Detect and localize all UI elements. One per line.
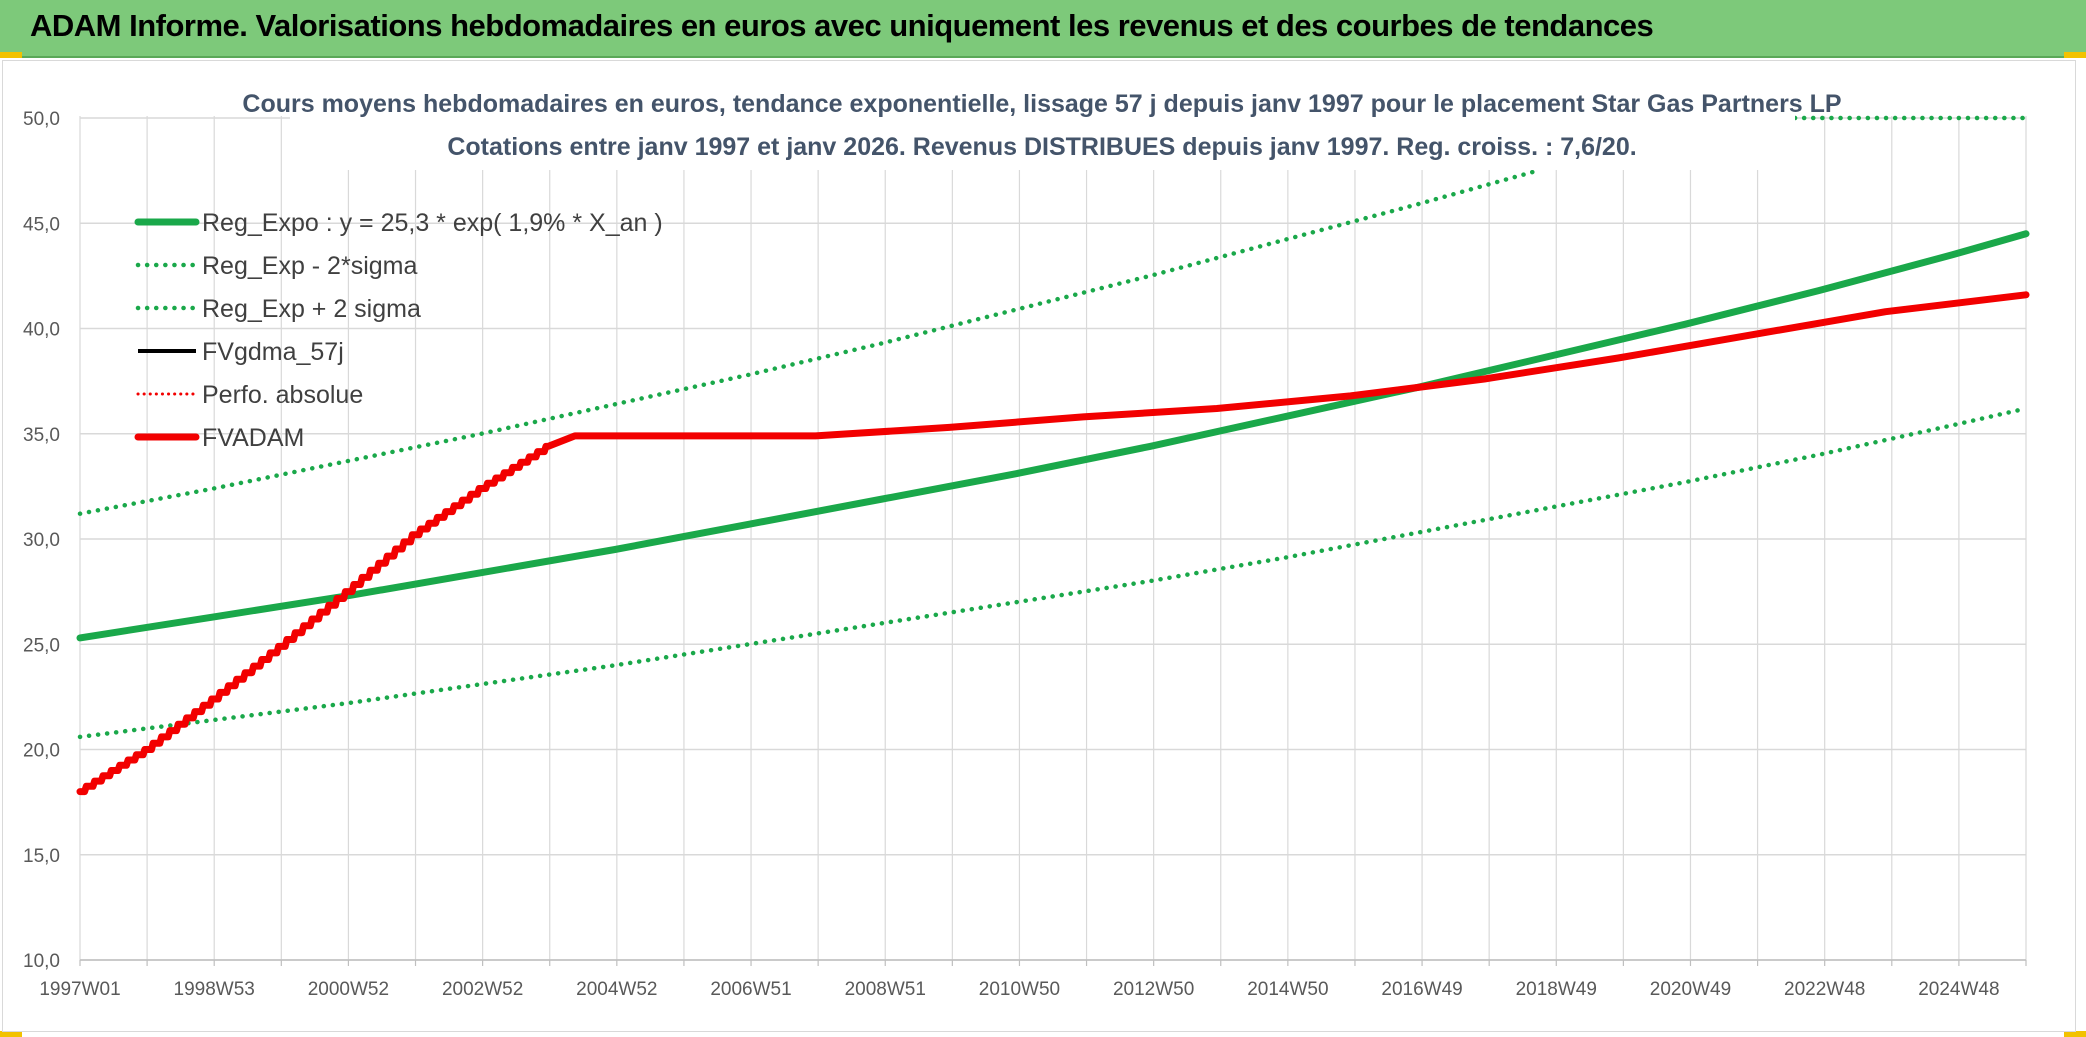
- x-tick-label: 2016W49: [1381, 979, 1462, 1000]
- corner-marker-top-left: [0, 52, 22, 58]
- series-line-solid-green: [76, 230, 2030, 642]
- chart-area: [2, 60, 2076, 1032]
- x-tick-label: 2020W49: [1650, 979, 1731, 1000]
- corner-marker-top-right: [2064, 52, 2086, 58]
- x-tick-label: 2012W50: [1113, 979, 1194, 1000]
- legend-label: FVADAM: [202, 424, 304, 452]
- series-line-dotted-green: [77, 168, 1541, 516]
- x-axis: 1997W01 1998W53 2000W52 2002W52 2004W52 2006W…: [39, 959, 2027, 1000]
- x-tick-label: 2018W49: [1516, 979, 1597, 1000]
- x-tick-label: 2000W52: [308, 979, 389, 1000]
- x-tick-label: 2002W52: [442, 979, 523, 1000]
- y-tick-label: 15,0: [23, 846, 60, 867]
- x-tick-label: 1997W01: [39, 979, 120, 1000]
- series-line-dotted-green: [77, 406, 2029, 740]
- y-tick-label: 40,0: [23, 320, 60, 341]
- y-tick-label: 35,0: [23, 425, 60, 446]
- x-tick-label: 2024W48: [1918, 979, 1999, 1000]
- y-axis: 10,0 15,0 20,0 25,0 30,0 35,0 40,0 45,0 50,0: [23, 109, 60, 972]
- chart-subtitle: Cotations entre janv 1997 et janv 2026. …: [447, 133, 1636, 161]
- legend-label: Reg_Exp - 2*sigma: [202, 252, 417, 280]
- legend-label: Reg_Exp + 2 sigma: [202, 295, 421, 323]
- x-tick-label: 2014W50: [1247, 979, 1328, 1000]
- title-background: [290, 82, 1795, 170]
- series-lines: [76, 115, 2030, 796]
- series-line-solid-red: [76, 291, 2030, 796]
- y-tick-label: 25,0: [23, 635, 60, 656]
- y-tick-label: 10,0: [23, 951, 60, 972]
- corner-marker-bottom-left: [0, 1031, 22, 1037]
- corner-marker-bottom-right: [2064, 1031, 2086, 1037]
- y-tick-label: 30,0: [23, 530, 60, 551]
- y-tick-label: 50,0: [23, 109, 60, 130]
- legend: Reg_Expo : y = 25,3 * exp( 1,9% * X_an )…: [134, 209, 663, 452]
- legend-label: FVgdma_57j: [202, 338, 344, 366]
- y-tick-label: 45,0: [23, 214, 60, 235]
- x-tick-label: 2010W50: [979, 979, 1060, 1000]
- report-title: ADAM Informe. Valorisations hebdomadaire…: [30, 8, 1654, 43]
- x-tick-label: 2008W51: [845, 979, 926, 1000]
- x-tick-label: 1998W53: [174, 979, 255, 1000]
- chart-title: Cours moyens hebdomadaires en euros, ten…: [242, 90, 1841, 118]
- y-tick-label: 20,0: [23, 741, 60, 762]
- legend-label: Reg_Expo : y = 25,3 * exp( 1,9% * X_an ): [202, 209, 663, 237]
- grid-lines: [79, 116, 2027, 961]
- x-tick-label: 2006W51: [710, 979, 791, 1000]
- legend-label: Perfo. absolue: [202, 381, 363, 409]
- x-tick-label: 2022W48: [1784, 979, 1865, 1000]
- x-tick-label: 2004W52: [576, 979, 657, 1000]
- report-banner: ADAM Informe. Valorisations hebdomadaire…: [0, 0, 2086, 58]
